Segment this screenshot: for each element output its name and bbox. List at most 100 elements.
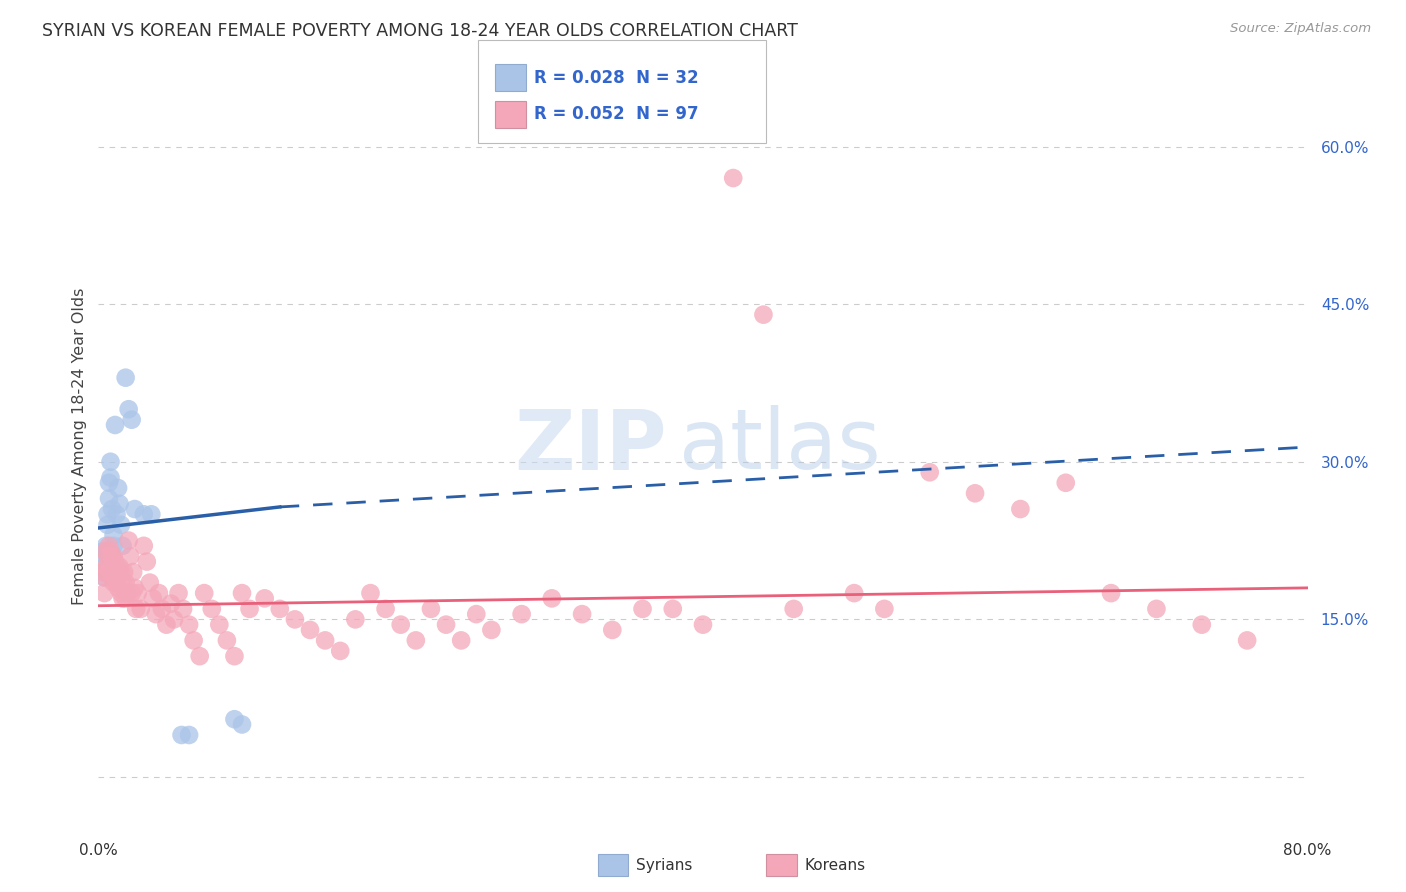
Point <box>139 575 162 590</box>
Point <box>155 617 177 632</box>
Point <box>107 565 129 579</box>
Point <box>481 623 503 637</box>
Point <box>124 581 146 595</box>
Point <box>208 617 231 632</box>
Point <box>121 413 143 427</box>
Point <box>224 712 246 726</box>
Text: Koreans: Koreans <box>804 858 865 872</box>
Point <box>94 559 117 574</box>
Point <box>344 612 367 626</box>
Point <box>93 570 115 584</box>
Point <box>752 308 775 322</box>
Point <box>540 591 562 606</box>
Point <box>107 481 129 495</box>
Point <box>132 508 155 522</box>
Point <box>269 602 291 616</box>
Point <box>314 633 336 648</box>
Point <box>231 586 253 600</box>
Point <box>142 591 165 606</box>
Point <box>918 465 941 479</box>
Point <box>148 586 170 600</box>
Point <box>163 612 186 626</box>
Point <box>91 544 114 558</box>
Point <box>114 591 136 606</box>
Point <box>188 649 211 664</box>
Point <box>420 602 443 616</box>
Text: SYRIAN VS KOREAN FEMALE POVERTY AMONG 18-24 YEAR OLDS CORRELATION CHART: SYRIAN VS KOREAN FEMALE POVERTY AMONG 18… <box>42 22 799 40</box>
Point <box>96 549 118 564</box>
Point <box>101 549 124 564</box>
Point <box>96 508 118 522</box>
Point <box>510 607 533 621</box>
Point <box>110 565 132 579</box>
Point <box>183 633 205 648</box>
Point <box>104 555 127 569</box>
Text: ZIP: ZIP <box>515 406 666 486</box>
Point <box>94 544 117 558</box>
Point <box>389 617 412 632</box>
Text: Syrians: Syrians <box>636 858 692 872</box>
Point <box>103 539 125 553</box>
Point <box>141 508 163 522</box>
Point <box>284 612 307 626</box>
Point <box>170 728 193 742</box>
Point <box>135 555 157 569</box>
Point <box>360 586 382 600</box>
Point <box>145 607 167 621</box>
Point <box>108 497 131 511</box>
Point <box>96 517 118 532</box>
Point <box>631 602 654 616</box>
Point <box>1099 586 1122 600</box>
Point <box>103 528 125 542</box>
Point <box>121 586 143 600</box>
Point <box>193 586 215 600</box>
Point <box>125 602 148 616</box>
Point <box>179 728 201 742</box>
Point <box>450 633 472 648</box>
Point <box>844 586 866 600</box>
Point <box>103 575 125 590</box>
Point <box>231 717 253 731</box>
Point <box>122 565 145 579</box>
Point <box>111 575 134 590</box>
Point <box>873 602 896 616</box>
Point <box>167 586 190 600</box>
Point <box>103 565 125 579</box>
Point <box>571 607 593 621</box>
Point <box>111 539 134 553</box>
Text: R = 0.052  N = 97: R = 0.052 N = 97 <box>534 105 699 123</box>
Point <box>96 544 118 558</box>
Point <box>112 565 135 579</box>
Point <box>172 602 194 616</box>
Point <box>661 602 683 616</box>
Point <box>434 617 457 632</box>
Point <box>405 633 427 648</box>
Point <box>104 570 127 584</box>
Point <box>253 591 276 606</box>
Point <box>602 623 624 637</box>
Point <box>239 602 262 616</box>
Point <box>100 470 122 484</box>
Point <box>93 559 115 574</box>
Point <box>108 559 131 574</box>
Point <box>100 455 122 469</box>
Point <box>114 575 136 590</box>
Point <box>111 591 134 606</box>
Point <box>201 602 224 616</box>
Point <box>1236 633 1258 648</box>
Point <box>94 549 117 564</box>
Point <box>100 565 122 579</box>
Point <box>110 517 132 532</box>
Point <box>118 402 141 417</box>
Point <box>105 559 128 574</box>
Point <box>723 171 745 186</box>
Text: atlas: atlas <box>679 406 880 486</box>
Text: R = 0.028  N = 32: R = 0.028 N = 32 <box>534 69 699 87</box>
Point <box>1010 502 1032 516</box>
Point <box>129 602 152 616</box>
Point <box>783 602 806 616</box>
Point <box>692 617 714 632</box>
Point <box>98 559 121 574</box>
Point <box>299 623 322 637</box>
Point <box>98 475 121 490</box>
